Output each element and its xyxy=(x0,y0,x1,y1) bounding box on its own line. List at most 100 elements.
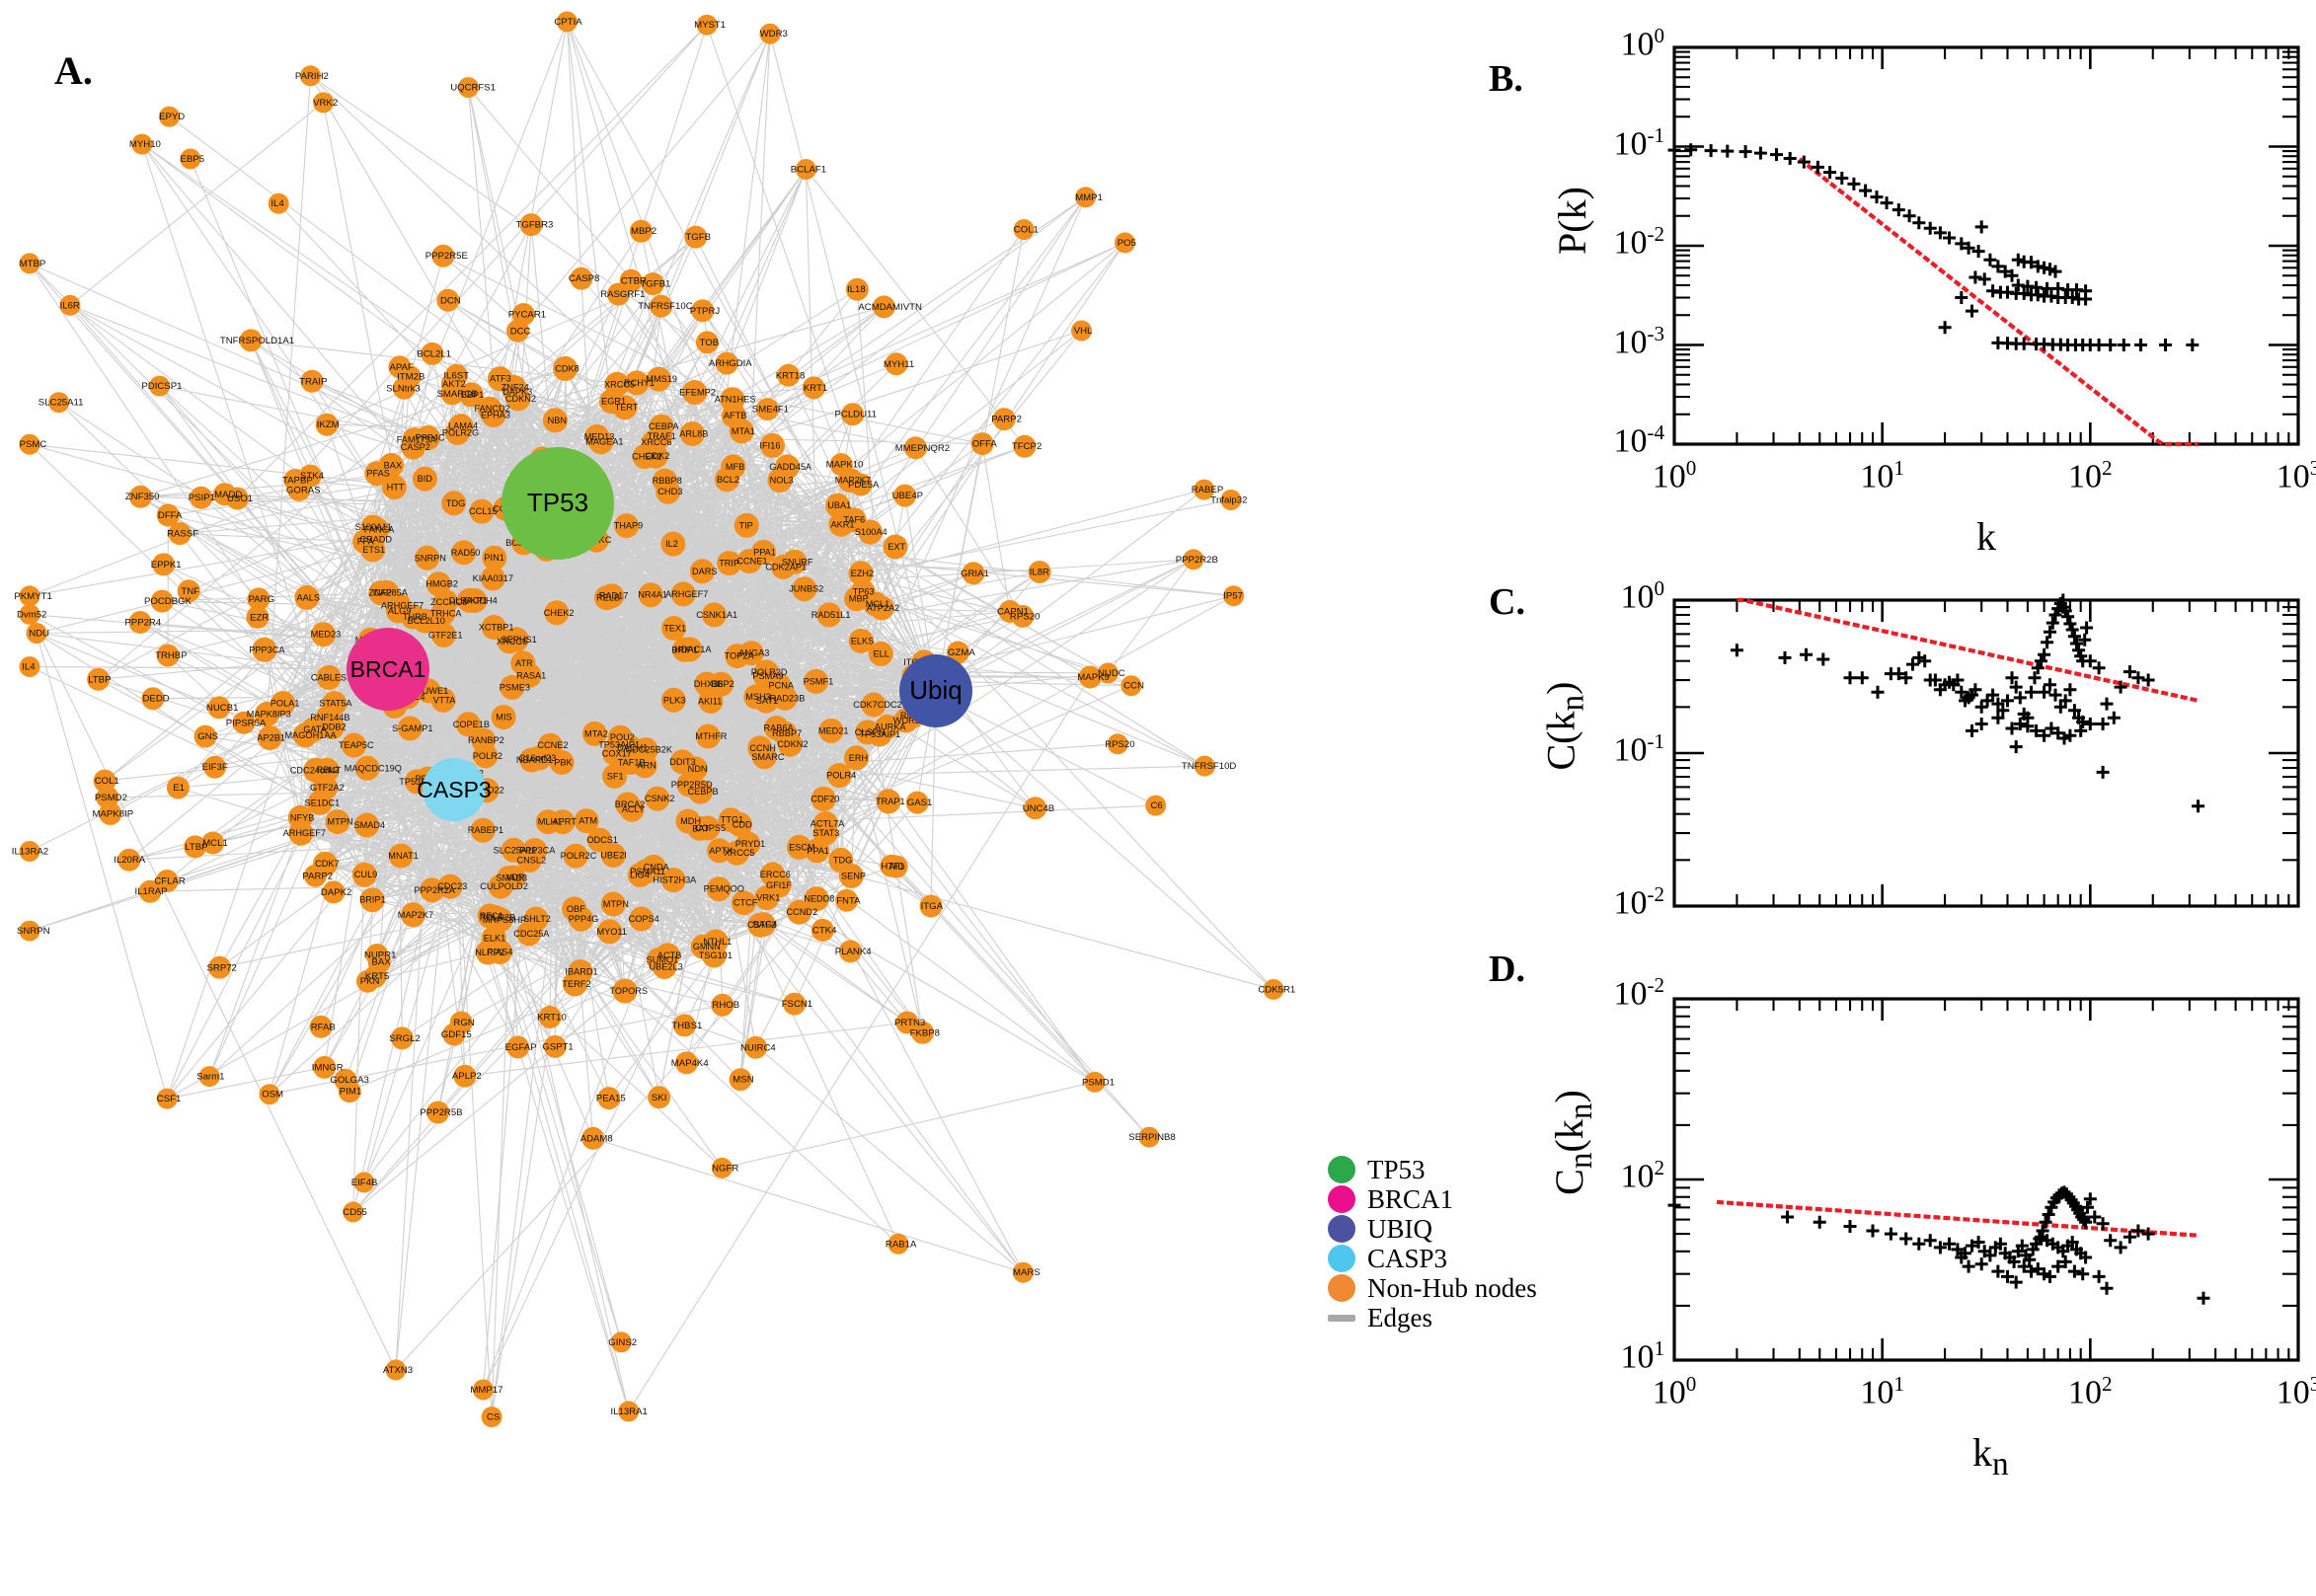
network-node[interactable] xyxy=(247,587,270,611)
network-node[interactable] xyxy=(618,1401,640,1422)
network-node[interactable] xyxy=(449,1011,473,1034)
network-node[interactable] xyxy=(93,769,116,793)
network-node[interactable] xyxy=(729,1068,752,1092)
network-node[interactable] xyxy=(720,387,745,413)
network-node[interactable] xyxy=(482,545,507,570)
network-node[interactable] xyxy=(838,940,862,963)
network-node[interactable] xyxy=(550,809,576,835)
network-node[interactable] xyxy=(213,483,236,506)
network-node[interactable] xyxy=(397,716,423,741)
network-node[interactable] xyxy=(600,891,626,917)
network-node[interactable] xyxy=(128,485,152,508)
network-node[interactable] xyxy=(149,375,171,397)
network-node[interactable] xyxy=(868,641,893,666)
network-node[interactable] xyxy=(777,731,803,757)
network-node[interactable] xyxy=(970,432,994,456)
network-node[interactable] xyxy=(728,812,752,837)
network-node[interactable] xyxy=(388,843,414,869)
network-node[interactable] xyxy=(717,551,742,576)
network-node[interactable] xyxy=(904,436,927,460)
network-node[interactable] xyxy=(812,820,838,846)
network-node[interactable] xyxy=(469,498,495,524)
network-node[interactable] xyxy=(759,23,781,44)
network-node[interactable] xyxy=(751,539,776,565)
network-node[interactable] xyxy=(581,721,607,746)
network-node[interactable] xyxy=(413,608,438,634)
network-node[interactable] xyxy=(117,848,141,872)
network-node[interactable] xyxy=(600,842,626,868)
network-node[interactable] xyxy=(365,944,389,966)
network-node[interactable] xyxy=(462,588,488,613)
network-node[interactable] xyxy=(353,1172,375,1193)
network-node[interactable] xyxy=(156,644,180,667)
network-node[interactable] xyxy=(26,623,47,644)
network-node[interactable] xyxy=(818,718,844,743)
network-node[interactable] xyxy=(472,1379,494,1401)
network-node[interactable] xyxy=(872,295,895,319)
network-node[interactable] xyxy=(415,545,440,570)
network-node[interactable] xyxy=(59,294,81,316)
network-node[interactable] xyxy=(239,329,263,352)
network-node[interactable] xyxy=(638,582,663,608)
network-node[interactable] xyxy=(431,622,456,647)
network-node[interactable] xyxy=(632,753,657,779)
network-node[interactable] xyxy=(597,1087,621,1110)
network-node[interactable] xyxy=(629,219,653,243)
network-node[interactable] xyxy=(962,562,985,585)
network-node[interactable] xyxy=(481,925,506,950)
network-node[interactable] xyxy=(190,486,213,509)
network-node[interactable] xyxy=(1078,665,1102,689)
network-node[interactable] xyxy=(378,452,404,478)
network-node[interactable] xyxy=(696,14,718,36)
network-node[interactable] xyxy=(426,1101,450,1124)
network-node[interactable] xyxy=(724,840,749,866)
network-node[interactable] xyxy=(1263,978,1284,1000)
network-node[interactable] xyxy=(684,225,708,249)
network-node[interactable] xyxy=(826,763,852,789)
network-node[interactable] xyxy=(511,303,535,326)
network-node[interactable] xyxy=(480,566,505,591)
network-node[interactable] xyxy=(1013,219,1035,240)
network-node[interactable] xyxy=(477,903,502,929)
network-node[interactable] xyxy=(919,894,943,918)
network-node[interactable] xyxy=(838,863,864,888)
network-node[interactable] xyxy=(795,159,816,180)
network-node[interactable] xyxy=(268,192,289,214)
network-node[interactable] xyxy=(750,912,776,938)
network-node[interactable] xyxy=(895,1011,919,1034)
network-node[interactable] xyxy=(787,899,811,925)
network-node[interactable] xyxy=(19,841,40,862)
network-node[interactable] xyxy=(257,725,282,751)
network-node[interactable] xyxy=(581,1126,605,1150)
network-node[interactable] xyxy=(629,906,655,932)
network-node[interactable] xyxy=(313,1055,337,1079)
network-node[interactable] xyxy=(682,380,708,405)
network-node[interactable] xyxy=(470,817,496,843)
network-node[interactable] xyxy=(292,722,318,748)
network-node[interactable] xyxy=(315,413,339,436)
network-node[interactable] xyxy=(764,716,789,740)
network-node[interactable] xyxy=(314,757,340,783)
network-node[interactable] xyxy=(660,687,686,713)
network-node[interactable] xyxy=(714,467,739,493)
network-node[interactable] xyxy=(19,585,40,607)
network-node[interactable] xyxy=(848,561,874,586)
network-node[interactable] xyxy=(481,615,506,640)
network-node[interactable] xyxy=(412,466,437,492)
network-node[interactable] xyxy=(755,398,779,421)
network-node[interactable] xyxy=(455,712,481,737)
network-node[interactable] xyxy=(246,605,270,629)
network-node[interactable] xyxy=(441,491,467,516)
network-node[interactable] xyxy=(715,351,738,375)
network-node[interactable] xyxy=(128,611,152,634)
network-node[interactable] xyxy=(201,831,225,855)
network-node[interactable] xyxy=(457,77,479,99)
network-node[interactable] xyxy=(203,755,227,779)
network-node[interactable] xyxy=(156,503,180,527)
network-node[interactable] xyxy=(1223,585,1245,607)
network-node[interactable] xyxy=(701,602,727,628)
network-node[interactable] xyxy=(542,408,568,433)
network-node[interactable] xyxy=(1012,1261,1034,1283)
network-node[interactable] xyxy=(602,763,628,789)
network-node[interactable] xyxy=(645,786,670,811)
